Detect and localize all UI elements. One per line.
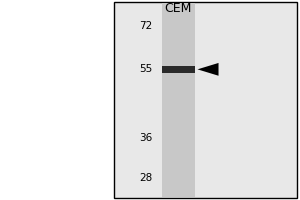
Text: 55: 55	[139, 64, 153, 74]
Bar	[114, 2, 297, 198]
Text: 36: 36	[139, 133, 153, 143]
Bar	[162, 3, 194, 197]
Text: 72: 72	[139, 21, 153, 31]
Bar	[162, 66, 194, 73]
Text: 28: 28	[139, 173, 153, 183]
Polygon shape	[197, 63, 218, 76]
Text: CEM: CEM	[164, 2, 192, 16]
